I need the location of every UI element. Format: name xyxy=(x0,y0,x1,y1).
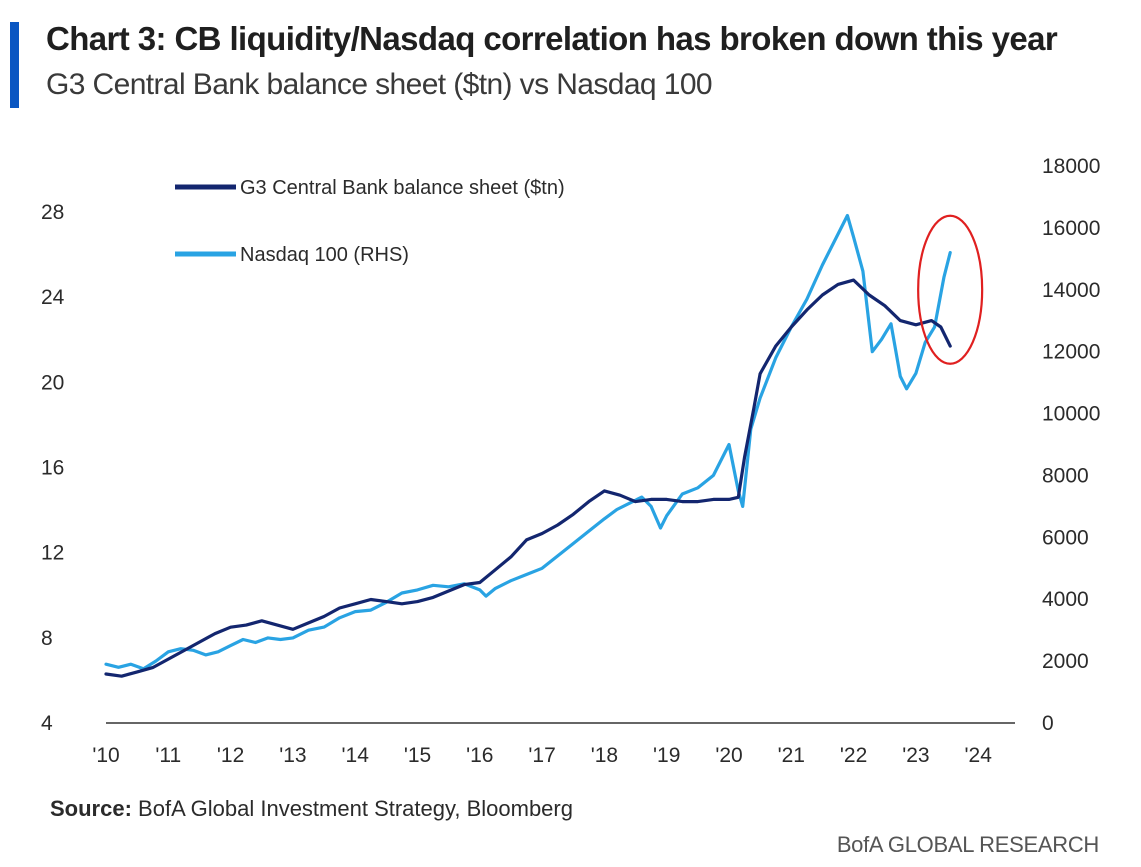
x-tick-label: '13 xyxy=(279,744,306,767)
x-tick-label: '15 xyxy=(404,744,431,767)
annotation-layer xyxy=(917,214,984,365)
y-left-tick-label: 12 xyxy=(41,542,64,565)
x-tick-label: '10 xyxy=(92,744,119,767)
x-tick-label: '24 xyxy=(965,744,993,767)
highlight-circle xyxy=(917,214,984,365)
legend-item-nasdaq-100: Nasdaq 100 (RHS) xyxy=(175,244,409,266)
y-right-tick-label: 0 xyxy=(1042,712,1054,735)
legend-label: Nasdaq 100 (RHS) xyxy=(240,244,409,266)
y-right-tick-label: 14000 xyxy=(1042,279,1100,302)
chart-title: Chart 3: CB liquidity/Nasdaq correlation… xyxy=(46,20,1058,57)
y-right-tick-label: 16000 xyxy=(1042,217,1100,240)
chart-subtitle: G3 Central Bank balance sheet ($tn) vs N… xyxy=(46,68,713,101)
x-tick-label: '18 xyxy=(591,744,618,767)
legend-label: G3 Central Bank balance sheet ($tn) xyxy=(240,177,565,199)
x-tick-label: '22 xyxy=(840,744,867,767)
y-right-tick-label: 12000 xyxy=(1042,341,1100,364)
y-right-tick-label: 8000 xyxy=(1042,464,1089,487)
y-right-tick-label: 6000 xyxy=(1042,526,1089,549)
y-left-tick-label: 28 xyxy=(41,201,64,224)
x-tick-label: '23 xyxy=(902,744,929,767)
y-left-tick-label: 24 xyxy=(41,286,65,309)
source-text: BofA Global Investment Strategy, Bloombe… xyxy=(138,796,573,821)
x-tick-label: '17 xyxy=(528,744,555,767)
x-tick-label: '21 xyxy=(778,744,805,767)
y-right-tick-label: 10000 xyxy=(1042,403,1100,426)
y-right-tick-label: 2000 xyxy=(1042,650,1089,673)
y-left-tick-label: 8 xyxy=(41,627,53,650)
x-tick-label: '20 xyxy=(715,744,742,767)
source-label: Source: xyxy=(50,796,132,821)
y-left-tick-label: 20 xyxy=(41,371,64,394)
source-note: Source: BofA Global Investment Strategy,… xyxy=(50,796,573,822)
axis-layer: '10 '11 '12 '13 '14 '15 '16 '17 '18 '19 '20 '21 '22 '… xyxy=(41,155,1100,767)
legend: G3 Central Bank balance sheet ($tn) Nasda… xyxy=(175,177,565,266)
y-right-tick-label: 4000 xyxy=(1042,588,1089,611)
legend-item-g3-balance-sheet: G3 Central Bank balance sheet ($tn) xyxy=(175,177,565,199)
y-left-tick-label: 4 xyxy=(41,712,53,735)
x-tick-label: '14 xyxy=(342,744,370,767)
y-left-tick-label: 16 xyxy=(41,457,64,480)
series-line-g3-balance-sheet xyxy=(104,278,952,678)
x-tick-label: '16 xyxy=(466,744,493,767)
y-right-tick-label: 18000 xyxy=(1042,155,1100,178)
x-tick-label: '19 xyxy=(653,744,680,767)
x-tick-label: '12 xyxy=(217,744,244,767)
brand-footer: BofA GLOBAL RESEARCH xyxy=(836,832,1099,857)
x-tick-label: '11 xyxy=(155,744,181,767)
series-line-nasdaq-100 xyxy=(104,213,952,671)
series-layer xyxy=(104,213,952,678)
title-accent-bar xyxy=(10,22,19,108)
